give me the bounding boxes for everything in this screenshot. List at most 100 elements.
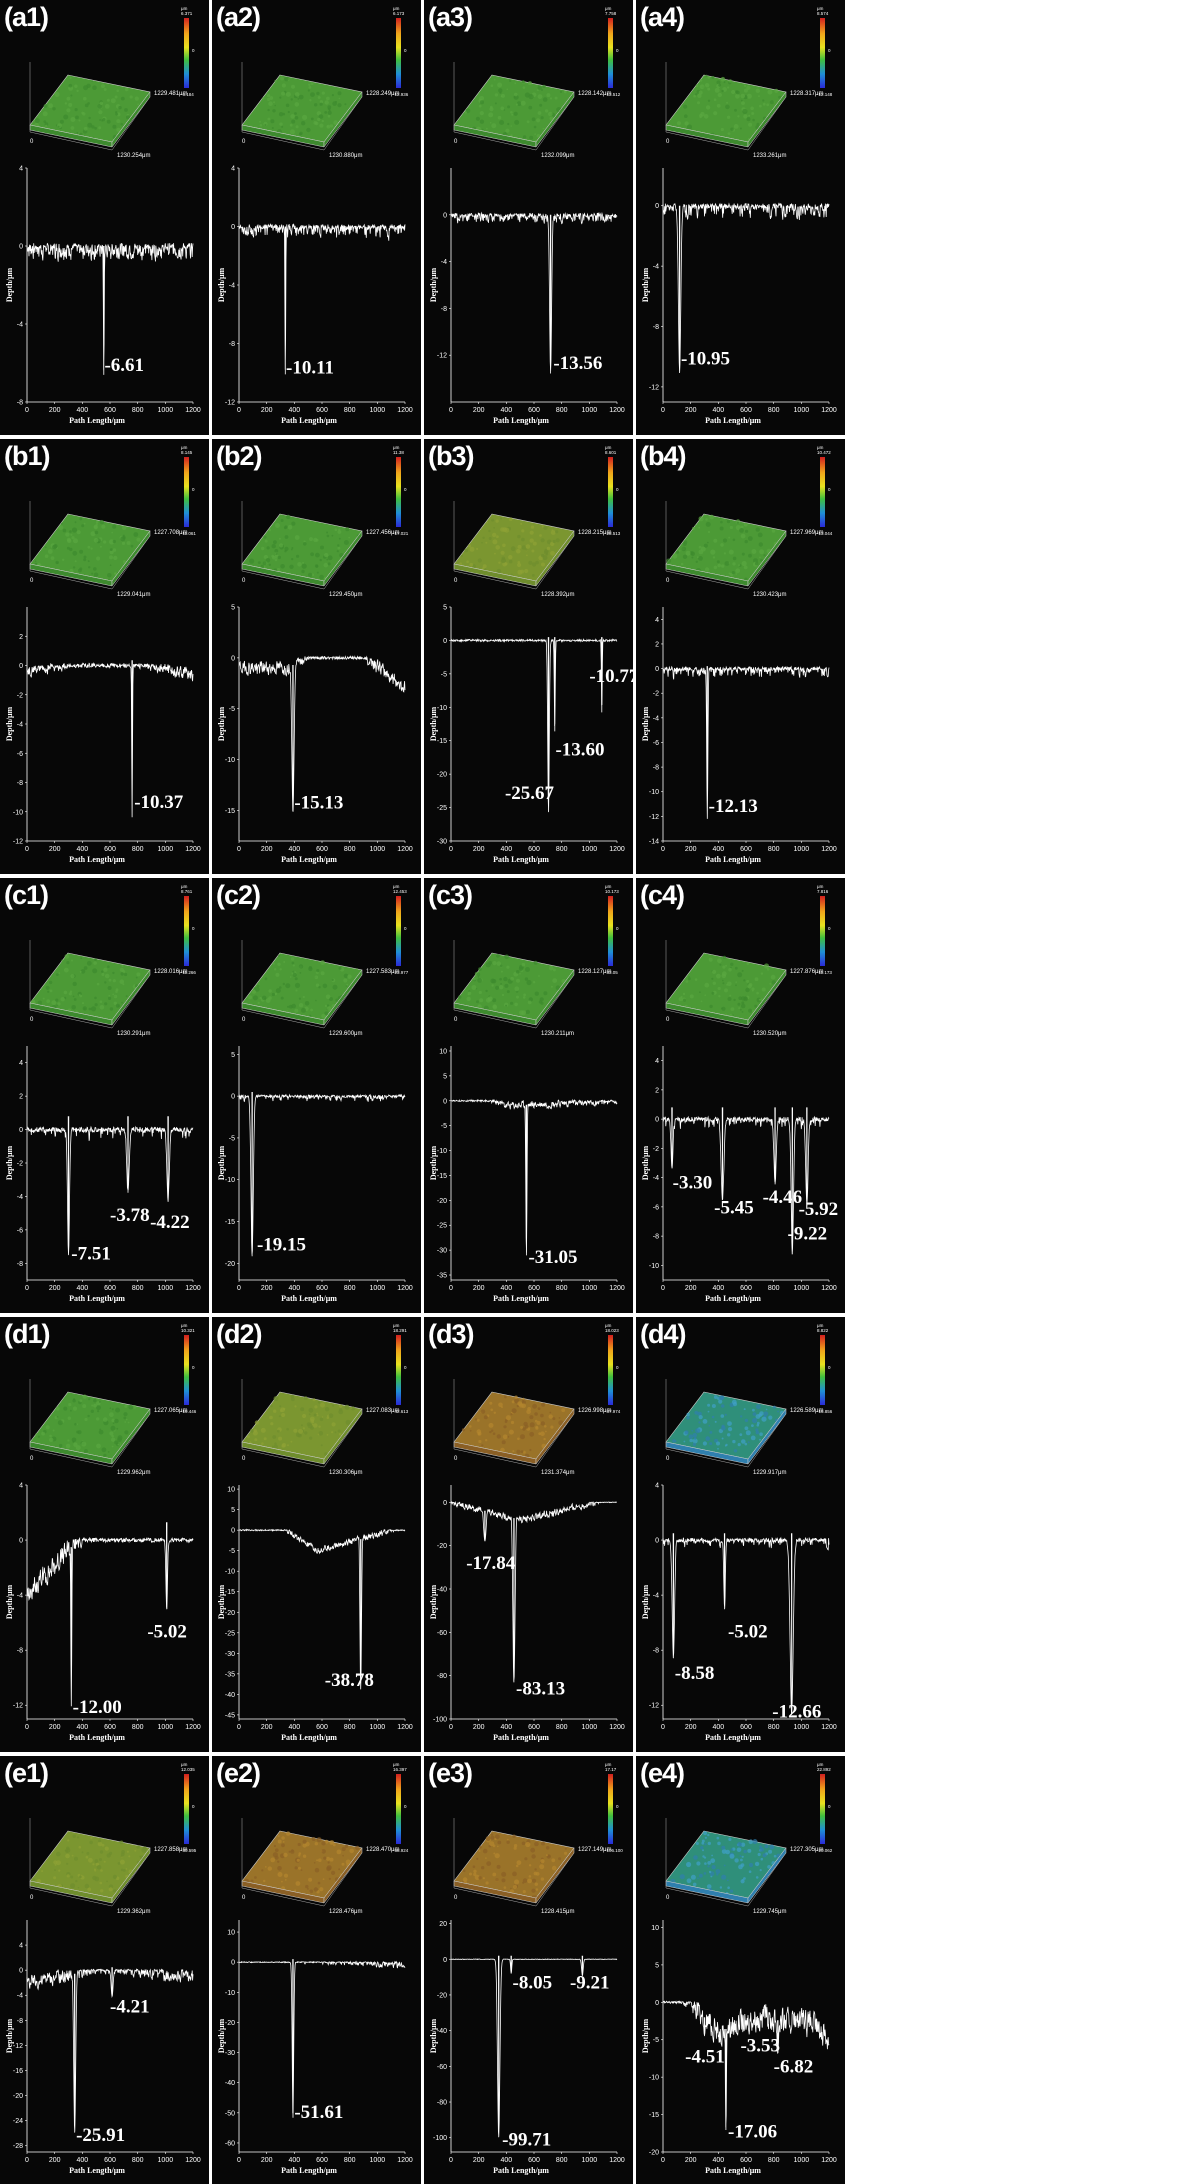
- surface-speckle: [510, 546, 516, 552]
- surface-speckle: [273, 1409, 277, 1413]
- surface-speckle: [111, 1445, 114, 1448]
- surface-speckle: [528, 105, 533, 110]
- panel-e3: (e3) 1227.149μm 1228.415μm 0 μm 17.17 0 -106.10…: [424, 1756, 633, 2184]
- surface-speckle: [550, 985, 553, 988]
- surface-speckle: [730, 966, 732, 969]
- surface-speckle: [730, 962, 734, 966]
- y-axis-label: Depth/μm: [217, 268, 226, 303]
- surface-speckle: [314, 975, 319, 980]
- surface-speckle: [278, 954, 281, 957]
- surface-speckle: [520, 522, 523, 525]
- surface-speckle: [91, 572, 94, 575]
- x-tick-label: 600: [104, 1724, 116, 1731]
- x-tick-group: 0 200 400 600 800 1000 1200: [661, 402, 837, 414]
- surface-speckle: [268, 996, 272, 1000]
- y-tick-label: -2: [653, 1146, 659, 1153]
- surface-speckle: [522, 1397, 525, 1400]
- x-tick-label: 600: [740, 1285, 752, 1292]
- x-tick-label: 400: [500, 407, 512, 414]
- surface-speckle: [686, 1861, 692, 1868]
- surface-speckle: [43, 104, 48, 108]
- surface-speckle: [711, 75, 715, 79]
- surface-speckle: [271, 992, 275, 997]
- surface-speckle: [308, 1877, 313, 1882]
- surface-speckle: [261, 1869, 264, 1872]
- surface-speckle: [263, 1879, 266, 1883]
- x-tick-label: 1000: [794, 2157, 810, 2164]
- y-tick-group: 50-5-10-15-20: [225, 1052, 239, 1268]
- surface-speckle: [280, 564, 285, 569]
- surface-speckle: [93, 537, 99, 543]
- surface-speckle: [107, 573, 112, 578]
- x-tick-label: 400: [288, 2157, 300, 2164]
- surface-speckle: [768, 1415, 773, 1420]
- surface-speckle: [51, 1000, 57, 1006]
- surface-speckle: [290, 957, 295, 961]
- x-axis-line: [29, 1009, 113, 1029]
- surface-speckle: [275, 988, 281, 994]
- surface-speckle: [278, 112, 284, 117]
- surface-speckle: [740, 1842, 746, 1847]
- surface-speckle: [466, 996, 471, 1002]
- x-tick-label: 0: [449, 1285, 453, 1292]
- surface-speckle: [505, 1004, 508, 1007]
- surface-speckle: [273, 540, 277, 545]
- depth-profile-line: [662, 2000, 830, 2131]
- surface-speckle: [522, 1427, 526, 1431]
- x-tick-label: 200: [685, 846, 697, 853]
- y-tick-label: -60: [437, 2064, 447, 2071]
- surface-y-dimension: 1228.127μm: [578, 969, 611, 975]
- panel-label: (b3): [428, 441, 474, 471]
- x-tick-label: 600: [528, 1285, 540, 1292]
- surface-speckle: [755, 1428, 759, 1432]
- surface-speckle: [291, 547, 294, 549]
- surface-speckle: [44, 554, 49, 558]
- surface-speckle: [497, 115, 502, 120]
- surface-speckle: [66, 546, 70, 550]
- surface-speckle: [499, 120, 505, 125]
- x-tick-label: 600: [316, 407, 328, 414]
- surface-speckle: [327, 555, 333, 561]
- surface-speckle: [104, 1002, 108, 1006]
- surface-speckle: [736, 1847, 742, 1853]
- surface-speckle: [103, 88, 107, 91]
- surface-speckle: [90, 1409, 95, 1413]
- surface-speckle: [713, 1395, 718, 1399]
- surface-speckle: [716, 560, 720, 564]
- surface-speckle: [479, 1845, 482, 1849]
- surface-speckle: [336, 1849, 342, 1855]
- surface-speckle: [59, 1443, 63, 1448]
- x-tick-group: 0 200 400 600 800 1000 1200: [449, 1280, 625, 1292]
- surface-speckle: [529, 1422, 535, 1428]
- surface-speckle: [272, 1852, 278, 1858]
- surface-speckle: [703, 543, 708, 548]
- surface-speckle: [540, 1431, 545, 1436]
- surface-speckle: [492, 1004, 497, 1009]
- surface-speckle: [498, 1402, 503, 1408]
- surface-speckle: [66, 108, 71, 113]
- surface-speckle: [278, 1436, 283, 1441]
- surface-speckle: [291, 119, 296, 124]
- surface-speckle: [725, 1849, 730, 1855]
- surface-speckle: [286, 1831, 291, 1836]
- x-tick-label: 1200: [609, 846, 625, 853]
- surface-speckle: [300, 1407, 305, 1412]
- surface-speckle: [750, 106, 754, 111]
- surface-speckle: [284, 546, 289, 551]
- surface-speckle: [98, 1400, 101, 1403]
- surface-speckle: [72, 981, 77, 987]
- surface-speckle: [492, 961, 497, 966]
- x-tick-label: 1200: [397, 846, 413, 853]
- x-tick-group: 0 200 400 600 800 1000 1200: [661, 2152, 837, 2164]
- depth-annotation: -25.91: [76, 2125, 125, 2146]
- y-axis-line: [747, 96, 787, 151]
- surface-speckle: [310, 1008, 313, 1012]
- surface-speckle: [88, 1857, 93, 1863]
- surface-speckle: [717, 1841, 721, 1846]
- y-tick-label: -30: [225, 1651, 235, 1658]
- surface-speckle: [319, 123, 324, 128]
